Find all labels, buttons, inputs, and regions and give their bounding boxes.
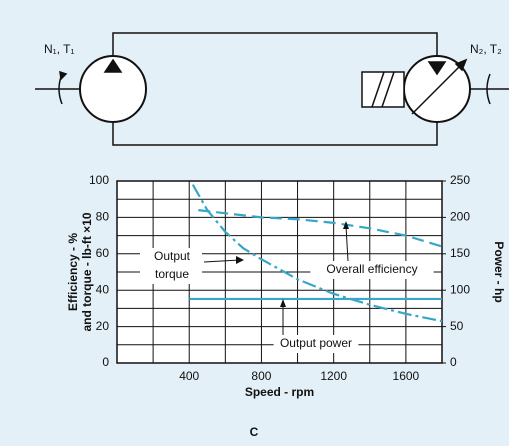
- annotation-arrow: [345, 225, 349, 262]
- variable-arrow: [411, 63, 463, 115]
- arrow-head: [280, 299, 286, 307]
- control: [361, 71, 405, 108]
- diagram-label: N₂, T₂: [470, 42, 502, 56]
- annotation-bg: [310, 261, 434, 279]
- annotation-bg: [140, 248, 202, 284]
- y-axis-label: and torque - lb-ft ×10: [80, 212, 94, 331]
- pump-arrow: [103, 58, 123, 73]
- y-tick-label: 60: [96, 246, 110, 260]
- diagram-label: N₁, T₁: [44, 42, 75, 56]
- y2-axis-label: Power - hp: [492, 241, 506, 302]
- rotation-arrow: [486, 73, 491, 105]
- y2-tick-label: 200: [450, 210, 470, 224]
- y2-tick-label: 250: [450, 173, 470, 187]
- arrow-head: [59, 70, 68, 81]
- x-tick-label: 1200: [320, 369, 347, 383]
- pipe: [112, 122, 438, 146]
- x-tick-label: 1600: [393, 369, 420, 383]
- y2-tick-label: 150: [450, 246, 470, 260]
- caption: C: [250, 425, 259, 439]
- annotation: Overall efficiency: [326, 262, 417, 276]
- y-axis-label: Efficiency - %: [66, 233, 80, 311]
- y2-tick-label: 100: [450, 282, 470, 296]
- series-line: [198, 209, 443, 248]
- annotation-arrow: [203, 259, 241, 263]
- control-line: [371, 71, 385, 108]
- series-line: [191, 184, 443, 323]
- y-tick-label: 0: [102, 355, 109, 369]
- annotation: Output power: [280, 336, 352, 350]
- x-tick-label: 800: [251, 369, 271, 383]
- circuit-diagram: N₁, T₁ N₂, T₂: [35, 32, 509, 146]
- x-axis-label: Speed - rpm: [245, 385, 314, 399]
- control-line: [381, 71, 395, 108]
- y2-tick-label: 0: [450, 355, 457, 369]
- y-tick-label: 20: [96, 319, 110, 333]
- arrow-head: [236, 256, 244, 264]
- annotation: Output: [154, 249, 191, 263]
- x-tick-label: 400: [179, 369, 199, 383]
- arrow-head: [343, 221, 349, 229]
- y2-tick-label: 50: [450, 319, 464, 333]
- y-tick-label: 40: [96, 282, 110, 296]
- y-tick-label: 80: [96, 210, 110, 224]
- pipe: [112, 32, 438, 56]
- arrow-head: [454, 58, 468, 72]
- motor-arrow: [427, 61, 447, 76]
- annotation: torque: [155, 267, 189, 281]
- annotation-bg: [273, 335, 359, 353]
- y-tick-label: 100: [89, 173, 109, 187]
